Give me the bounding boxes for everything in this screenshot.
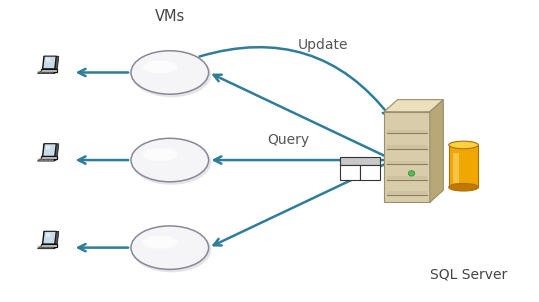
Bar xyxy=(387,176,427,180)
Polygon shape xyxy=(43,56,57,69)
Ellipse shape xyxy=(132,228,211,272)
Ellipse shape xyxy=(143,60,177,74)
Polygon shape xyxy=(384,112,430,202)
Text: SQL Server: SQL Server xyxy=(430,268,508,282)
Bar xyxy=(387,145,427,149)
Ellipse shape xyxy=(132,140,211,185)
Polygon shape xyxy=(46,58,51,62)
Ellipse shape xyxy=(132,53,211,97)
Polygon shape xyxy=(38,159,57,161)
Polygon shape xyxy=(46,146,51,149)
Polygon shape xyxy=(55,144,59,156)
Bar xyxy=(387,161,427,164)
Polygon shape xyxy=(40,69,57,72)
Polygon shape xyxy=(44,144,56,156)
Polygon shape xyxy=(46,233,51,237)
Bar xyxy=(340,165,360,180)
Ellipse shape xyxy=(131,51,209,94)
Text: Update: Update xyxy=(298,38,349,52)
Polygon shape xyxy=(40,244,57,247)
Polygon shape xyxy=(40,156,57,159)
Ellipse shape xyxy=(131,226,209,269)
Polygon shape xyxy=(43,144,57,156)
Bar xyxy=(448,145,479,187)
Polygon shape xyxy=(38,247,57,249)
Bar xyxy=(360,165,380,180)
Polygon shape xyxy=(43,231,57,244)
Polygon shape xyxy=(55,56,59,69)
Bar xyxy=(453,153,459,183)
Ellipse shape xyxy=(131,138,209,182)
Bar xyxy=(340,157,380,165)
Polygon shape xyxy=(44,232,56,243)
Text: Query: Query xyxy=(267,133,309,147)
Ellipse shape xyxy=(448,183,479,191)
Ellipse shape xyxy=(143,236,177,249)
Ellipse shape xyxy=(448,141,479,149)
Polygon shape xyxy=(430,100,443,202)
Polygon shape xyxy=(38,72,57,73)
Bar xyxy=(387,191,427,195)
Polygon shape xyxy=(384,100,443,112)
Polygon shape xyxy=(44,57,56,68)
Bar xyxy=(387,130,427,133)
Text: VMs: VMs xyxy=(155,9,185,24)
Polygon shape xyxy=(55,231,59,244)
Ellipse shape xyxy=(409,171,415,176)
Ellipse shape xyxy=(143,148,177,161)
